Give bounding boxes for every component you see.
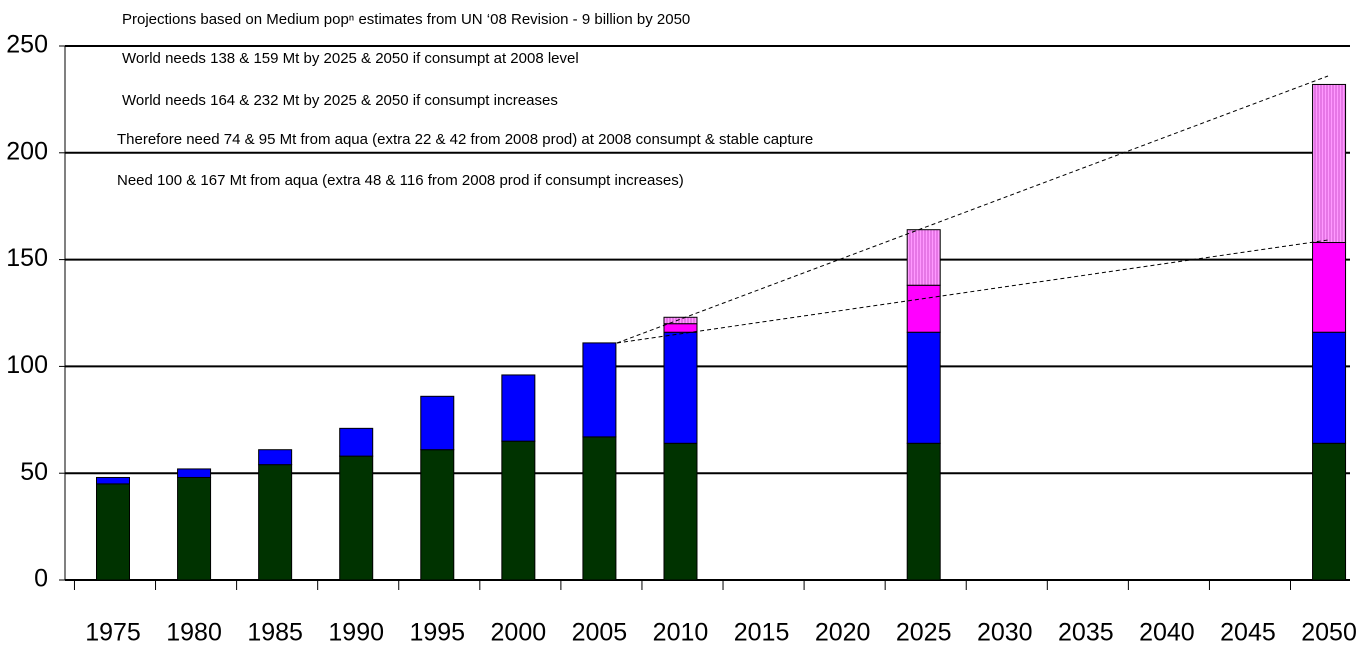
annotation: Projections based on Medium popⁿ estimat… (122, 11, 690, 28)
bar-segment (339, 455, 374, 581)
x-tick-label: 1990 (328, 619, 384, 647)
bar-segment (582, 342, 617, 438)
x-tick-label: 2040 (1139, 619, 1195, 647)
bar-segment (177, 476, 212, 581)
bar-segment (258, 449, 293, 466)
annotation: Need 100 & 167 Mt from aqua (extra 48 & … (117, 172, 684, 189)
bar-segment (177, 468, 212, 478)
x-tick-label: 2050 (1301, 619, 1357, 647)
x-tick-label: 2020 (815, 619, 871, 647)
y-tick-label: 0 (34, 565, 48, 593)
bar-segment (339, 427, 374, 457)
annotation: Therefore need 74 & 95 Mt from aqua (ext… (117, 131, 813, 148)
bar-segment (96, 483, 130, 581)
y-tick-label: 250 (6, 31, 48, 59)
y-tick-label: 100 (6, 351, 48, 379)
y-tick-label: 50 (20, 458, 48, 486)
bar-segment (420, 449, 455, 581)
bar-segment (420, 395, 455, 451)
bar-segment (906, 331, 941, 444)
x-tick-label: 2015 (734, 619, 790, 647)
x-tick-label: 2010 (653, 619, 709, 647)
bar-segment (663, 316, 698, 325)
annotation: World needs 138 & 159 Mt by 2025 & 2050 … (122, 50, 579, 67)
bar-segment (1312, 83, 1347, 244)
bar-segment (501, 440, 536, 581)
bar-segment (906, 442, 941, 581)
bar-segment (663, 323, 698, 333)
y-tick-label: 150 (6, 244, 48, 272)
x-tick-label: 2030 (977, 619, 1033, 647)
x-tick-label: 1980 (166, 619, 222, 647)
trend-line (616, 239, 1329, 344)
trend-line (616, 75, 1329, 344)
bar-segment (1312, 242, 1347, 333)
x-tick-label: 1985 (247, 619, 303, 647)
bar-segment (1312, 331, 1347, 444)
x-tick-label: 2035 (1058, 619, 1114, 647)
bar-segment (582, 436, 617, 581)
bar-segment (663, 442, 698, 581)
x-tick-label: 2000 (491, 619, 547, 647)
bar-segment (906, 284, 941, 333)
bar-segment (663, 331, 698, 444)
bar-segment (906, 229, 941, 286)
x-tick-label: 1975 (85, 619, 141, 647)
bar-segment (258, 464, 293, 581)
annotation: World needs 164 & 232 Mt by 2025 & 2050 … (122, 92, 558, 109)
y-tick-label: 200 (6, 137, 48, 165)
bar-segment (1312, 442, 1347, 581)
x-tick-label: 2005 (572, 619, 628, 647)
bar-segment (96, 476, 130, 485)
x-tick-label: 2045 (1220, 619, 1276, 647)
bar-segment (501, 374, 536, 442)
x-tick-label: 2025 (896, 619, 952, 647)
x-tick-label: 1995 (409, 619, 465, 647)
